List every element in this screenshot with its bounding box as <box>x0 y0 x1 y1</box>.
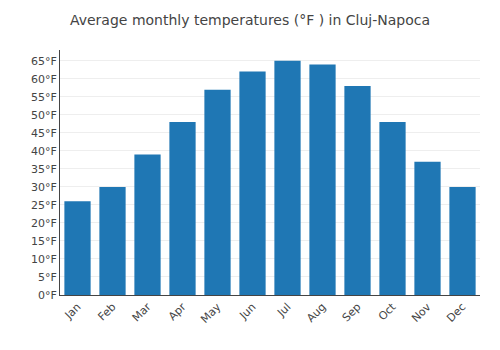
svg-text:Feb: Feb <box>96 301 119 324</box>
svg-text:45°F: 45°F <box>31 127 57 140</box>
svg-text:Jul: Jul <box>274 301 293 320</box>
svg-text:Sep: Sep <box>340 301 364 325</box>
svg-text:15°F: 15°F <box>31 235 57 248</box>
svg-text:May: May <box>198 300 224 326</box>
svg-text:25°F: 25°F <box>31 199 57 212</box>
svg-text:35°F: 35°F <box>31 163 57 176</box>
svg-text:Average monthly temperatures (: Average monthly temperatures (°F ) in Cl… <box>70 12 430 28</box>
svg-text:Apr: Apr <box>166 300 189 323</box>
svg-text:65°F: 65°F <box>31 55 57 68</box>
svg-text:Jun: Jun <box>236 300 258 322</box>
svg-text:Mar: Mar <box>130 300 154 324</box>
svg-text:5°F: 5°F <box>38 271 57 284</box>
svg-text:0°F: 0°F <box>38 289 57 302</box>
svg-text:60°F: 60°F <box>31 73 57 86</box>
svg-text:Dec: Dec <box>444 301 468 325</box>
svg-text:10°F: 10°F <box>31 253 57 266</box>
svg-text:20°F: 20°F <box>31 217 57 230</box>
svg-text:40°F: 40°F <box>31 145 57 158</box>
svg-text:Jan: Jan <box>62 301 84 323</box>
svg-text:55°F: 55°F <box>31 91 57 104</box>
svg-text:30°F: 30°F <box>31 181 57 194</box>
svg-text:Aug: Aug <box>304 301 328 325</box>
svg-text:Nov: Nov <box>409 300 434 325</box>
svg-text:Oct: Oct <box>376 300 399 323</box>
svg-text:50°F: 50°F <box>31 109 57 122</box>
